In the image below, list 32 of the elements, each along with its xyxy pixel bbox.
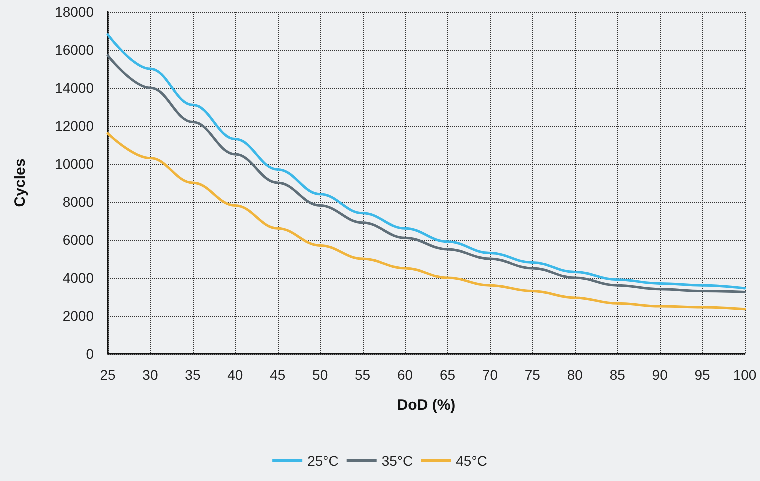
x-tick-label: 50 (312, 367, 328, 383)
y-axis-title: Cycles (12, 158, 29, 208)
x-axis-title: DoD (%) (397, 397, 456, 414)
x-tick-label: 40 (228, 367, 244, 383)
y-tick-label: 16000 (55, 42, 94, 58)
x-tick-label: 85 (610, 367, 626, 383)
x-tick-label: 70 (482, 367, 498, 383)
x-tick-label: 65 (440, 367, 456, 383)
y-tick-label: 2000 (62, 308, 94, 324)
y-tick-label: 0 (86, 346, 94, 362)
x-tick-label: 35 (185, 367, 201, 383)
legend-label: 25°C (308, 453, 339, 469)
x-tick-label: 90 (652, 367, 668, 383)
x-tick-label: 55 (355, 367, 371, 383)
line-series (106, 132, 746, 311)
x-tick-label: 100 (733, 367, 757, 383)
y-tick-label: 14000 (55, 80, 94, 96)
legend-label: 45°C (456, 453, 488, 469)
y-tick-label: 8000 (62, 194, 94, 210)
y-tick-label: 12000 (55, 118, 94, 134)
x-tick-label: 30 (142, 367, 158, 383)
y-tick-label: 6000 (62, 232, 94, 248)
x-tick-label: 95 (694, 367, 711, 383)
y-tick-label: 4000 (62, 270, 94, 286)
x-tick-label: 60 (397, 367, 414, 383)
y-tick-label: 18000 (55, 4, 94, 20)
x-tick-label: 25 (100, 367, 116, 383)
x-tick-label: 45 (270, 367, 286, 383)
x-tick-label: 80 (567, 367, 584, 383)
y-tick-label: 10000 (55, 156, 94, 172)
x-tick-label: 75 (524, 367, 541, 383)
legend-label: 35°C (382, 453, 414, 469)
